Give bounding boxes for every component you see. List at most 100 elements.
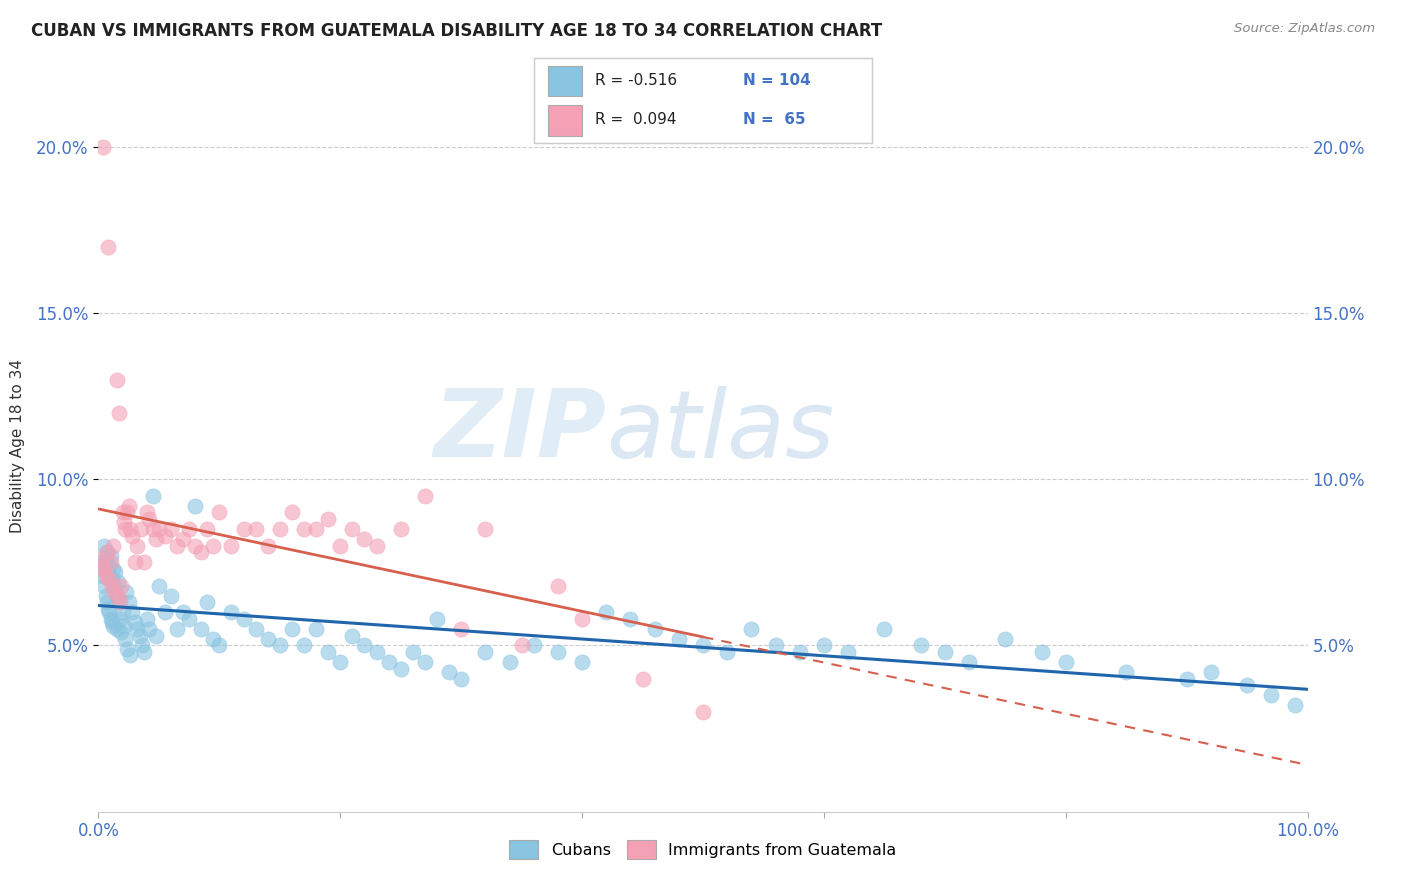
Point xyxy=(111,506,134,520)
Y-axis label: Disability Age 18 to 34: Disability Age 18 to 34 xyxy=(10,359,25,533)
Text: atlas: atlas xyxy=(606,386,835,477)
Point xyxy=(111,605,134,619)
Point xyxy=(105,589,128,603)
Point xyxy=(115,585,138,599)
Point xyxy=(142,522,165,536)
Point xyxy=(128,628,150,642)
Point xyxy=(142,489,165,503)
Point xyxy=(172,605,194,619)
FancyBboxPatch shape xyxy=(548,105,582,136)
Point xyxy=(145,532,167,546)
Point xyxy=(1031,645,1053,659)
Point xyxy=(342,522,364,536)
Point xyxy=(117,641,139,656)
Point xyxy=(316,512,339,526)
Text: N =  65: N = 65 xyxy=(744,112,806,128)
Point xyxy=(135,612,157,626)
Point xyxy=(97,602,120,616)
Point xyxy=(221,539,243,553)
Point xyxy=(172,532,194,546)
Point xyxy=(127,622,149,636)
Point xyxy=(145,628,167,642)
Point xyxy=(269,639,291,653)
Point xyxy=(692,705,714,719)
Point xyxy=(269,522,291,536)
Point xyxy=(118,522,141,536)
Point xyxy=(101,618,124,632)
Point xyxy=(202,632,225,646)
Point xyxy=(692,639,714,653)
Point xyxy=(837,645,859,659)
Point xyxy=(256,632,278,646)
Point xyxy=(153,529,176,543)
Point xyxy=(101,562,124,576)
Point xyxy=(389,522,412,536)
Point xyxy=(118,595,141,609)
Point xyxy=(103,579,125,593)
Point xyxy=(1236,678,1258,692)
Point xyxy=(547,579,569,593)
Text: Source: ZipAtlas.com: Source: ZipAtlas.com xyxy=(1234,22,1375,36)
Point xyxy=(100,579,122,593)
Text: R = -0.516: R = -0.516 xyxy=(595,73,678,88)
Point xyxy=(571,612,593,626)
Point xyxy=(245,622,267,636)
Point xyxy=(366,539,388,553)
Point xyxy=(366,645,388,659)
Point xyxy=(957,655,980,669)
Point xyxy=(281,506,304,520)
Point xyxy=(166,622,188,636)
Text: CUBAN VS IMMIGRANTS FROM GUATEMALA DISABILITY AGE 18 TO 34 CORRELATION CHART: CUBAN VS IMMIGRANTS FROM GUATEMALA DISAB… xyxy=(31,22,882,40)
Point xyxy=(450,622,472,636)
Point xyxy=(124,615,146,630)
Point xyxy=(121,529,143,543)
Point xyxy=(281,622,304,636)
Point xyxy=(245,522,267,536)
Point xyxy=(716,645,738,659)
Point xyxy=(426,612,449,626)
Point xyxy=(184,539,207,553)
Point xyxy=(292,639,315,653)
Point xyxy=(474,645,496,659)
Point xyxy=(644,622,666,636)
Point xyxy=(292,522,315,536)
Point xyxy=(510,639,533,653)
Point xyxy=(98,605,121,619)
Point xyxy=(547,645,569,659)
Point xyxy=(329,539,352,553)
Point xyxy=(108,595,131,609)
Point xyxy=(148,579,170,593)
Text: R =  0.094: R = 0.094 xyxy=(595,112,676,128)
Point xyxy=(1260,689,1282,703)
Point xyxy=(305,622,328,636)
Point xyxy=(813,639,835,653)
Point xyxy=(413,489,436,503)
Point xyxy=(121,605,143,619)
Point xyxy=(631,672,654,686)
Point xyxy=(100,612,122,626)
Point xyxy=(668,632,690,646)
Point xyxy=(153,605,176,619)
Legend: Cubans, Immigrants from Guatemala: Cubans, Immigrants from Guatemala xyxy=(509,840,897,859)
Point xyxy=(93,579,115,593)
Point xyxy=(98,572,121,586)
Point xyxy=(232,522,254,536)
Point xyxy=(135,506,157,520)
Point xyxy=(179,612,201,626)
FancyBboxPatch shape xyxy=(548,66,582,96)
Point xyxy=(208,506,231,520)
Text: ZIP: ZIP xyxy=(433,385,606,477)
Point xyxy=(934,645,956,659)
Point xyxy=(93,562,115,576)
Point xyxy=(100,615,122,630)
Point xyxy=(413,655,436,669)
Point xyxy=(523,639,546,653)
Point xyxy=(110,625,132,640)
Point xyxy=(91,140,114,154)
Point xyxy=(166,539,188,553)
Point xyxy=(994,632,1017,646)
Point xyxy=(138,512,160,526)
Point xyxy=(91,568,114,582)
Point xyxy=(498,655,520,669)
Point xyxy=(114,522,136,536)
